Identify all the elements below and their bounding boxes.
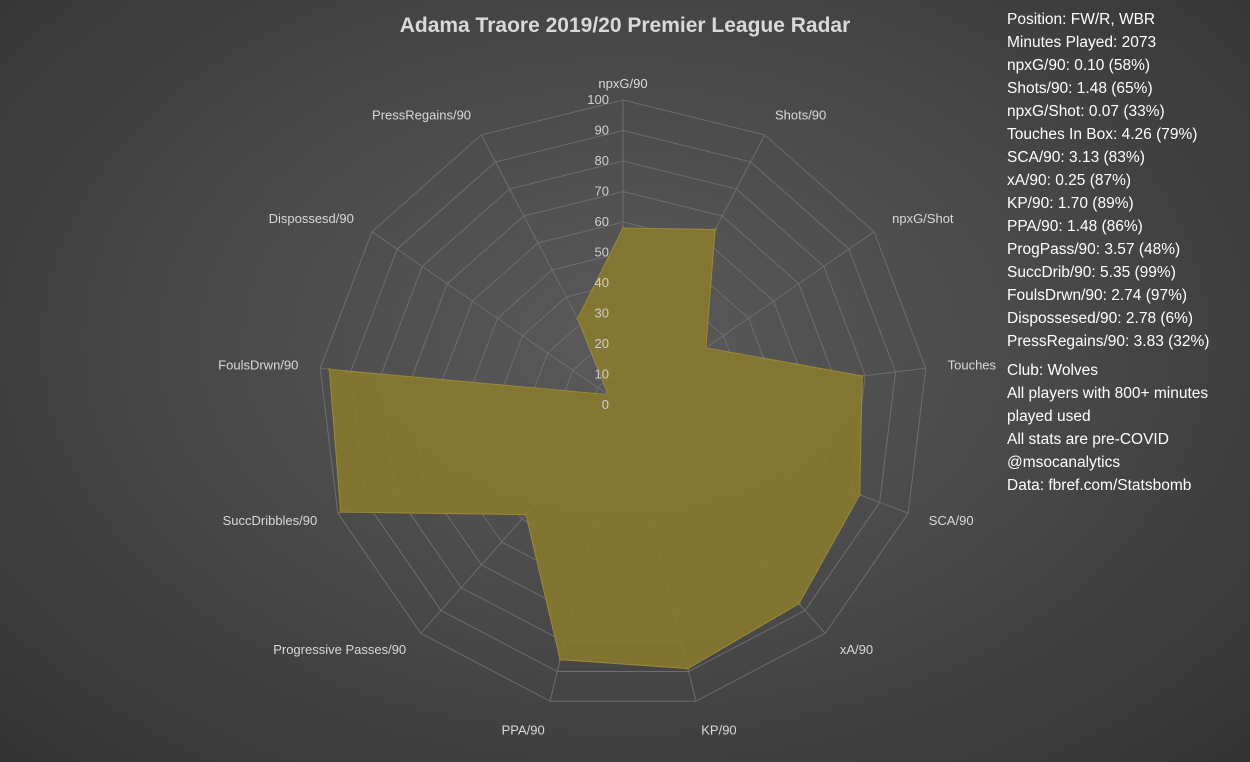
stat-line: PressRegains/90: 3.83 (32%)	[1007, 333, 1210, 350]
stat-line: Shots/90: 1.48 (65%)	[1007, 80, 1153, 97]
tick-label: 80	[595, 153, 609, 168]
stat-line: Position: FW/R, WBR	[1007, 11, 1156, 28]
chart-title: Adama Traore 2019/20 Premier League Rada…	[399, 14, 851, 37]
tick-label: 10	[595, 367, 609, 382]
tick-label: 90	[595, 123, 609, 138]
note-line: All stats are pre-COVID	[1007, 431, 1169, 448]
stat-line: PPA/90: 1.48 (86%)	[1007, 218, 1143, 235]
series-area	[328, 227, 863, 670]
axis-label: PPA/90	[502, 722, 545, 737]
note-line: played used	[1007, 408, 1091, 425]
grid-ring	[349, 129, 897, 673]
tick-label: 60	[595, 214, 609, 229]
series-point	[606, 393, 610, 397]
radar-axis-labels: npxG/90 Shots/90 npxG/Shot Touches In Box SC…	[218, 76, 1000, 737]
stat-line: Minutes Played: 2073	[1007, 34, 1157, 51]
stat-line: Touches In Box: 4.26 (79%)	[1007, 126, 1198, 143]
radar-series	[327, 226, 864, 671]
tick-label: 70	[595, 184, 609, 199]
radar-spoke	[371, 231, 624, 406]
info-panel: Position: FW/R, WBR Minutes Played: 2073 n…	[1007, 8, 1247, 497]
tick-label: 40	[595, 275, 609, 290]
axis-label: FoulsDrwn/90	[218, 358, 298, 373]
axis-label: npxG/Shot	[892, 211, 954, 226]
stat-line: npxG/Shot: 0.07 (33%)	[1007, 103, 1165, 120]
player-stats-list: Position: FW/R, WBR Minutes Played: 2073 n…	[1007, 8, 1247, 353]
grid-ring	[319, 99, 927, 702]
note-line: @msocanalytics	[1007, 454, 1121, 471]
tick-label: 20	[595, 336, 609, 351]
stat-line: xA/90: 0.25 (87%)	[1007, 172, 1132, 189]
stat-line: SCA/90: 3.13 (83%)	[1007, 149, 1145, 166]
series-point	[558, 658, 562, 662]
axis-label: PressRegains/90	[372, 107, 471, 122]
axis-label: Progressive Passes/90	[273, 642, 406, 657]
axis-label: npxG/90	[598, 76, 647, 91]
note-line: Club: Wolves	[1007, 362, 1099, 379]
note-line: Data: fbref.com/Statsbomb	[1007, 477, 1192, 494]
chart-notes: Club: Wolves All players with 800+ minute…	[1007, 359, 1247, 497]
axis-label: xA/90	[840, 642, 873, 657]
series-point	[860, 374, 864, 378]
series-point	[524, 513, 528, 517]
series-point	[339, 510, 343, 514]
tick-label: 0	[602, 397, 609, 412]
axis-label: Shots/90	[775, 107, 826, 122]
series-point	[686, 667, 690, 671]
stat-line: Dispossesed/90: 2.78 (6%)	[1007, 310, 1194, 327]
axis-label: KP/90	[701, 722, 736, 737]
stat-line: SuccDrib/90: 5.35 (99%)	[1007, 264, 1176, 281]
axis-label: SCA/90	[929, 513, 974, 528]
axis-label: Touches In Box	[948, 358, 1000, 373]
stat-line: FoulsDrwn/90: 2.74 (97%)	[1007, 287, 1188, 304]
radar-ticks: 0 10 20 30 40 50 60 70 80 90 100	[587, 92, 609, 412]
series-point	[621, 226, 625, 230]
series-point	[576, 317, 580, 321]
tick-label: 30	[595, 306, 609, 321]
note-line: All players with 800+ minutes	[1007, 385, 1209, 402]
axis-label: Dispossesd/90	[269, 211, 354, 226]
stat-line: npxG/90: 0.10 (58%)	[1007, 57, 1151, 74]
stat-line: ProgPass/90: 3.57 (48%)	[1007, 241, 1181, 258]
stat-line: KP/90: 1.70 (89%)	[1007, 195, 1134, 212]
tick-label: 100	[587, 92, 609, 107]
series-point	[858, 493, 862, 497]
tick-label: 50	[595, 245, 609, 260]
axis-label: SuccDribbles/90	[223, 513, 318, 528]
series-point	[704, 346, 708, 350]
series-point	[327, 367, 331, 371]
series-point	[797, 602, 801, 606]
series-point	[713, 227, 717, 231]
